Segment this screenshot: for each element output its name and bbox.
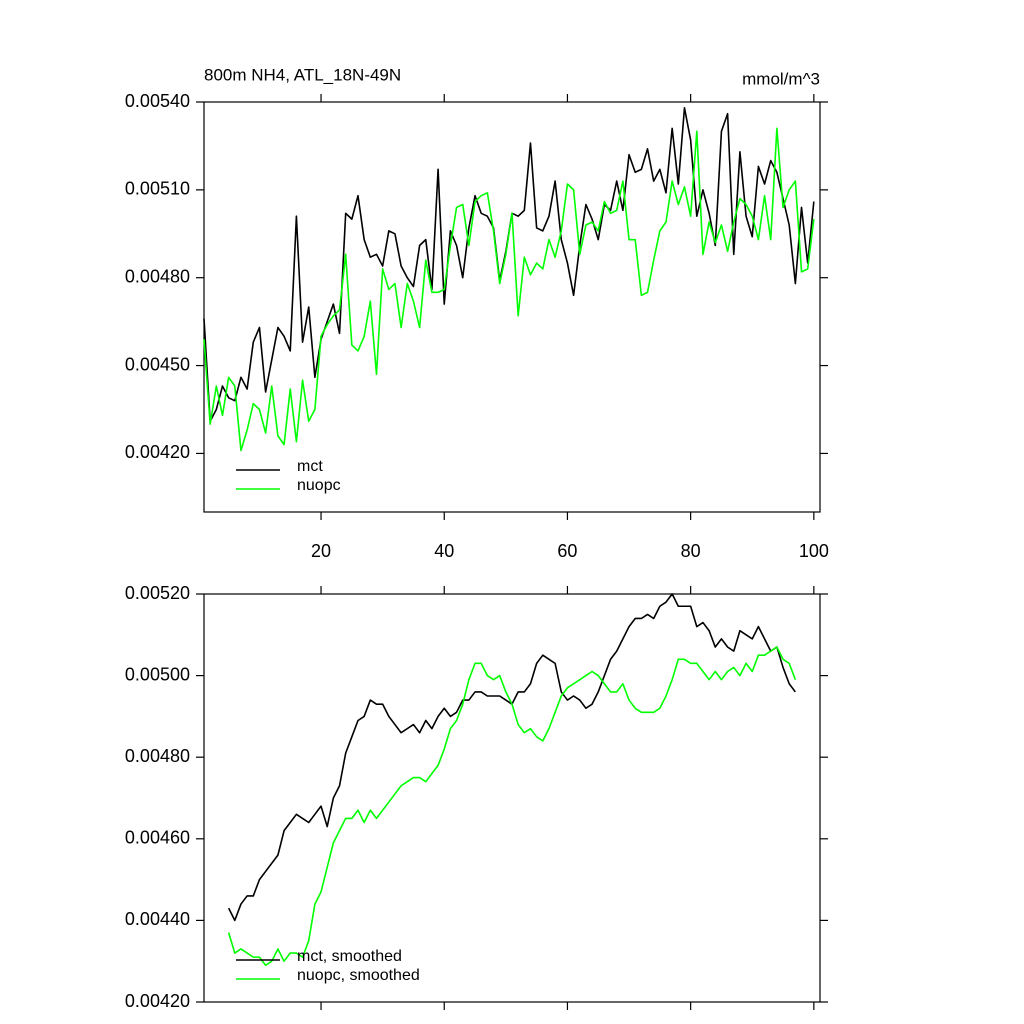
plot-frame [203,101,821,513]
legend-label: nuopc [297,477,341,494]
y-tick-label: 0.00460 [125,828,190,848]
x-tick-label: 80 [681,541,701,561]
data-line [227,646,797,967]
x-tick-label: 20 [311,541,331,561]
y-tick-label: 0.00500 [125,664,190,684]
data-line [203,127,815,452]
y-tick-label: 0.00520 [125,583,190,603]
x-tick-label: 40 [434,541,454,561]
legend-label: mct, smoothed [297,948,402,965]
x-tick-label: 60 [557,541,577,561]
plot-frame [203,593,821,1003]
data-line [227,593,796,922]
legend-label: mct [297,458,323,475]
y-tick-label: 0.00480 [125,266,190,286]
data-line [203,107,815,423]
y-tick-label: 0.00510 [125,179,190,199]
x-tick-label: 100 [799,541,829,561]
units-label: mmol/m^3 [742,69,820,88]
y-tick-label: 0.00480 [125,746,190,766]
y-tick-label: 0.00440 [125,909,190,929]
chart-title: 800m NH4, ATL_18N-49N [204,65,401,84]
y-tick-label: 0.00420 [125,991,190,1011]
legend-label: nuopc, smoothed [297,967,420,984]
y-tick-label: 0.00450 [125,354,190,374]
y-tick-label: 0.00420 [125,442,190,462]
y-tick-label: 0.00540 [125,91,190,111]
